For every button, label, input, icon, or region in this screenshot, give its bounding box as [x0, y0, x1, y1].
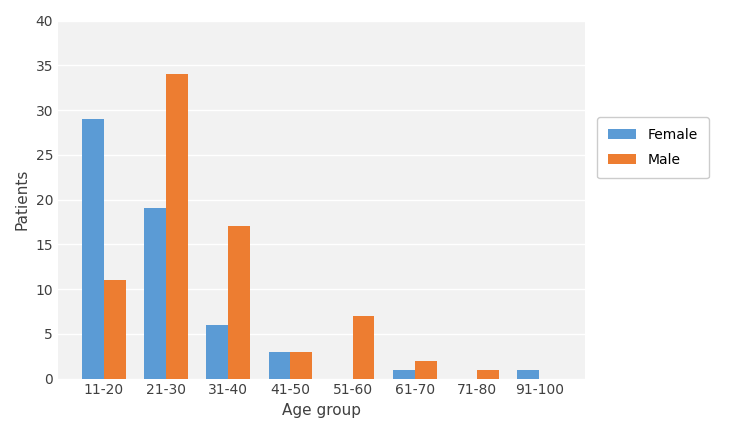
Bar: [268, 352, 290, 378]
Bar: [166, 74, 188, 378]
Bar: [144, 209, 166, 378]
Bar: [518, 370, 539, 378]
X-axis label: Age group: Age group: [282, 403, 361, 418]
Bar: [415, 361, 436, 378]
Bar: [228, 226, 250, 378]
Bar: [477, 370, 499, 378]
Legend: Female, Male: Female, Male: [597, 117, 709, 178]
Bar: [352, 316, 374, 378]
Bar: [206, 325, 228, 378]
Bar: [393, 370, 415, 378]
Bar: [104, 280, 125, 378]
Bar: [290, 352, 312, 378]
Y-axis label: Patients: Patients: [15, 169, 30, 230]
Bar: [82, 119, 104, 378]
